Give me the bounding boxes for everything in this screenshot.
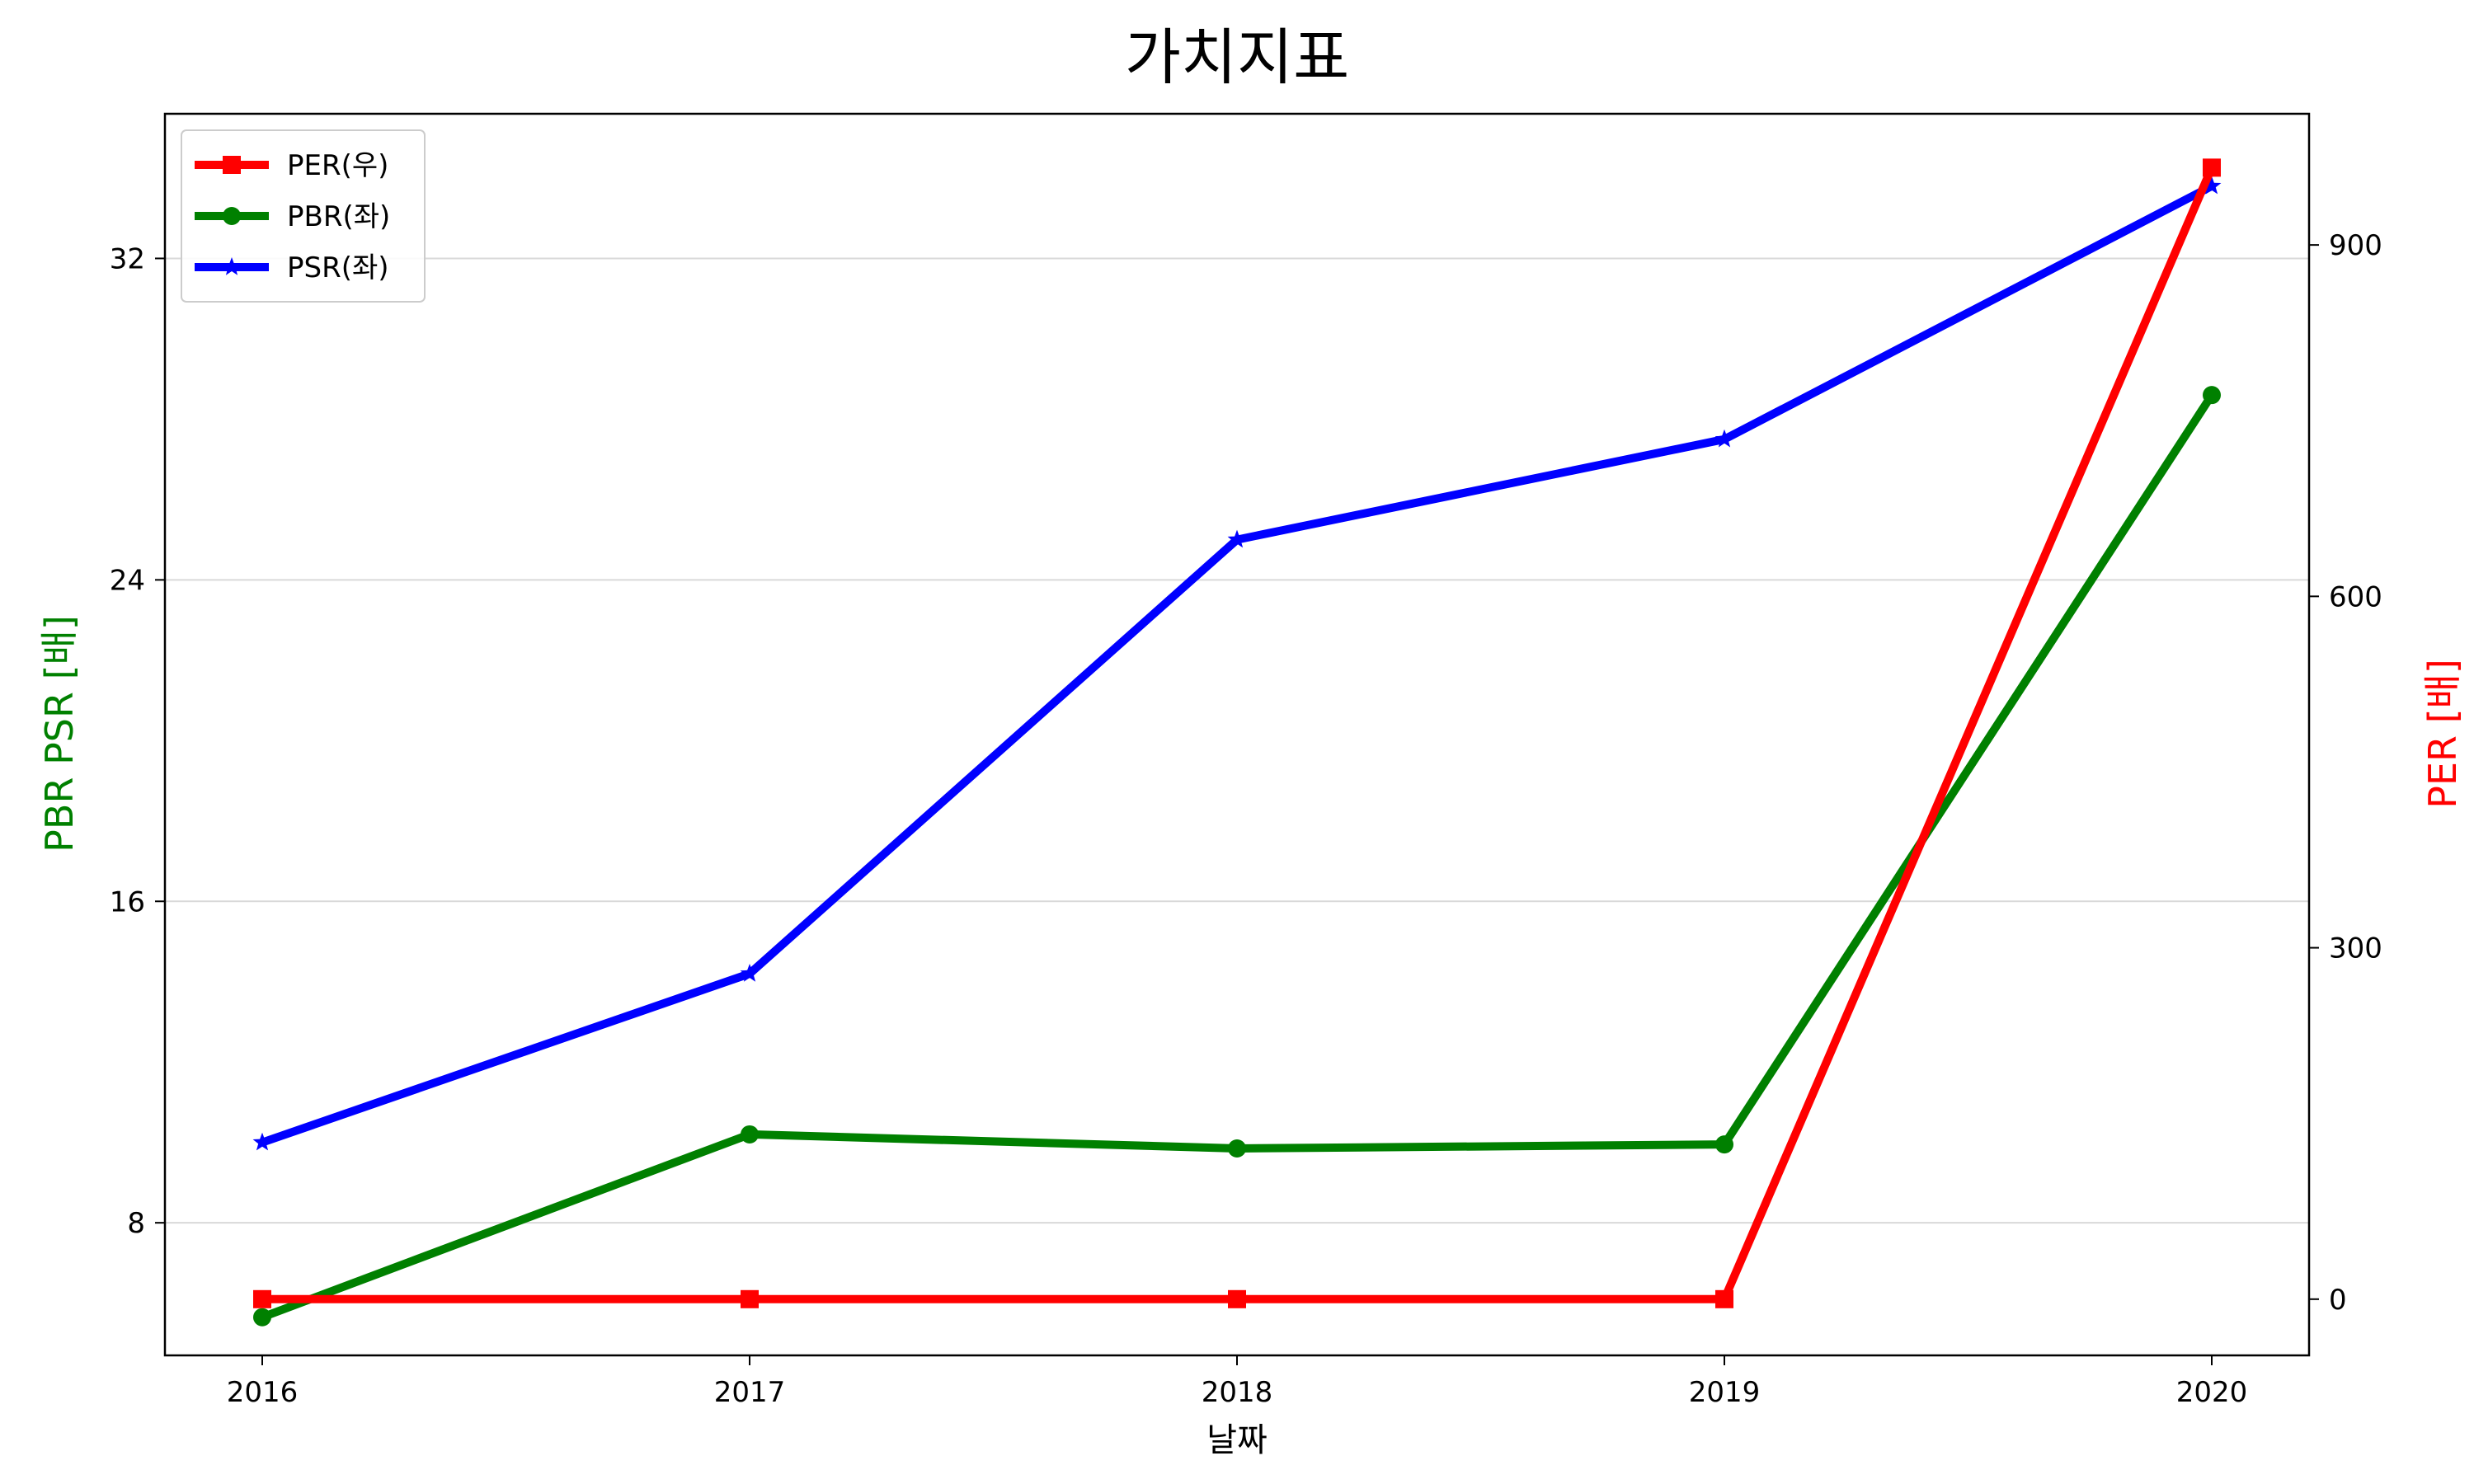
- x-tick-label: 2016: [227, 1376, 299, 1409]
- y-axis-left-title: PBR PSR [배]: [37, 615, 82, 852]
- data-point-per: [1715, 1289, 1733, 1308]
- y-left-tick-label: 8: [127, 1207, 145, 1240]
- legend-marker-pbr: [223, 207, 241, 225]
- x-axis: 2016 2017 2018 2019 2020: [227, 1355, 2248, 1409]
- y-axis-left: 8 16 24 32: [110, 242, 165, 1240]
- y-axis-right: 0 300 600 900: [2309, 229, 2382, 1317]
- legend: PER(우) PBR(좌) PSR(좌): [181, 129, 426, 303]
- series-layer: [252, 158, 2222, 1327]
- data-point-pbr: [741, 1125, 759, 1144]
- data-point-psr: [1227, 529, 1247, 548]
- legend-marker-psr: [222, 257, 242, 275]
- data-point-per: [1228, 1289, 1246, 1308]
- x-tick-label: 2020: [2176, 1376, 2248, 1409]
- legend-label-per: PER(우): [287, 149, 388, 182]
- data-point-per: [2203, 158, 2221, 177]
- legend-label-pbr: PBR(좌): [287, 200, 390, 233]
- data-point-psr: [1714, 429, 1734, 448]
- y-right-tick-label: 0: [2329, 1284, 2347, 1317]
- data-point-pbr: [1228, 1139, 1246, 1158]
- data-point-per: [253, 1289, 271, 1308]
- y-right-tick-label: 300: [2329, 932, 2382, 965]
- data-point-per: [741, 1289, 759, 1308]
- legend-box: [181, 129, 426, 303]
- data-point-pbr: [2203, 386, 2221, 405]
- y-left-tick-label: 24: [110, 564, 145, 597]
- y-right-tick-label: 600: [2329, 580, 2382, 613]
- chart-title: 가치지표: [1125, 22, 1349, 93]
- data-point-psr: [252, 1132, 272, 1151]
- series-per: [253, 158, 2221, 1308]
- y-right-tick-label: 900: [2329, 229, 2382, 262]
- y-left-tick-label: 16: [110, 885, 145, 918]
- legend-marker-per: [223, 156, 241, 174]
- y-axis-right-title: PER [배]: [2420, 659, 2465, 809]
- x-tick-label: 2017: [714, 1376, 786, 1409]
- data-point-pbr: [253, 1308, 271, 1327]
- series-psr: [252, 176, 2222, 1151]
- data-point-pbr: [1715, 1135, 1733, 1154]
- data-point-psr: [2202, 176, 2222, 195]
- x-tick-label: 2019: [1689, 1376, 1761, 1409]
- y-left-tick-label: 32: [110, 242, 145, 275]
- legend-label-psr: PSR(좌): [287, 251, 389, 284]
- x-tick-label: 2018: [1202, 1376, 1273, 1409]
- series-pbr: [253, 386, 2221, 1327]
- x-axis-title: 날짜: [1206, 1421, 1268, 1459]
- data-point-psr: [740, 964, 760, 982]
